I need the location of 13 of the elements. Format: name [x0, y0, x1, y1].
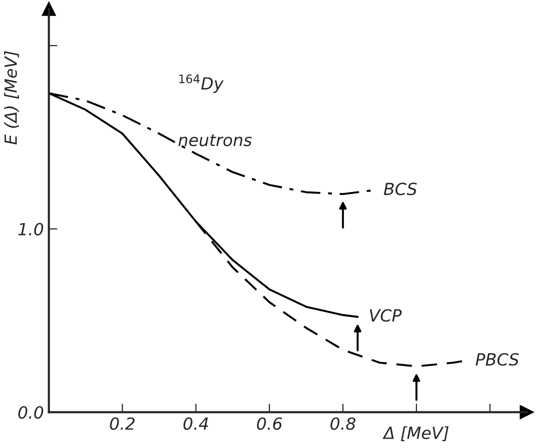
- annotation: $^{164}$Dy: [179, 74, 224, 93]
- series-label: BCS: [384, 182, 417, 196]
- x-axis-title: Δ [MeV]: [382, 426, 449, 442]
- series-label: VCP: [370, 309, 402, 322]
- y-tick-label: 0.0: [18, 406, 44, 419]
- x-tick-label: 0.8: [330, 417, 356, 430]
- annotation: neutrons: [178, 134, 252, 146]
- y-axis-title: E (Δ) [MeV]: [4, 51, 19, 145]
- x-tick-label: 0.6: [256, 417, 282, 430]
- series-label: PBCS: [476, 353, 519, 366]
- x-tick-label: 0.2: [110, 417, 135, 430]
- x-tick-label: 0.4: [183, 417, 208, 430]
- y-tick-label: 1.0: [18, 222, 44, 236]
